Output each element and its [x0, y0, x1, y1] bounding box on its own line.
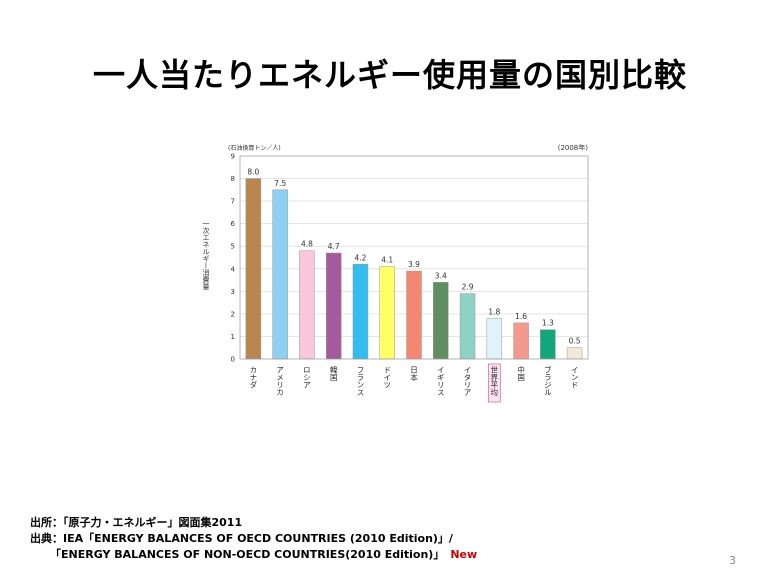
new-badge: New — [450, 548, 478, 561]
x-tick-label: ブラジル — [543, 365, 552, 396]
source-line-3-text: 「ENERGY BALANCES OF NON-OECD COUNTRIES(2… — [50, 548, 445, 561]
data-label: 4.8 — [301, 240, 313, 249]
data-label: 3.9 — [408, 260, 420, 269]
data-label: 4.2 — [354, 253, 366, 262]
x-tick-label: 日本 — [409, 366, 418, 383]
bar — [459, 293, 476, 360]
y-tick-label: 3 — [231, 288, 235, 296]
y-tick-label: 2 — [231, 310, 235, 318]
data-label: 4.7 — [328, 242, 340, 251]
y-tick-label: 1 — [231, 333, 235, 341]
x-tick-label: フランス — [356, 366, 365, 396]
year-label: (2008年) — [558, 143, 589, 152]
y-tick-label: 9 — [231, 153, 235, 161]
bar — [513, 322, 529, 360]
data-label: 7.5 — [274, 179, 286, 188]
bar — [299, 250, 315, 360]
unit-label: (石油換算トン／人) — [228, 144, 281, 152]
bar — [540, 329, 556, 360]
bar — [406, 270, 422, 360]
x-tick-label: ドイツ — [383, 366, 392, 389]
source-line-1: 出所：「原子力・エネルギー」図面集2011 — [30, 516, 243, 529]
x-tick-label: イギリス — [436, 366, 445, 396]
data-label: 1.8 — [488, 307, 500, 316]
y-tick-label: 7 — [231, 198, 235, 206]
bars-layer: 8.0 カナダ 7.5 アメリカ 4.8 ロシア 4.7 韓国 4.2 フランス 4.1 ドイツ 3.9… — [245, 168, 583, 403]
x-tick-label: イタリア — [463, 366, 472, 396]
bar — [272, 189, 288, 360]
x-tick-label: ロシア — [302, 366, 311, 389]
y-tick-label: 5 — [231, 243, 235, 251]
slide-title: 一人当たりエネルギー使用量の国別比較 — [92, 56, 687, 94]
plot-frame — [239, 155, 589, 360]
x-tick-label: 韓国 — [329, 365, 338, 383]
page-number: 3 — [729, 554, 736, 567]
bar — [566, 347, 583, 360]
y-axis-title: 一次エネルギー消費量 — [202, 220, 210, 290]
data-label: 2.9 — [462, 283, 474, 292]
data-label: 0.5 — [569, 337, 581, 346]
bar-chart: (石油換算トン／人) (2008年) 一次エネルギー消費量 0 1 2 3 4 5 6 7 8 9… — [202, 143, 589, 403]
source-line-3: 「ENERGY BALANCES OF NON-OECD COUNTRIES(2… — [50, 546, 477, 562]
bar — [486, 318, 503, 360]
x-tick-label: カナダ — [249, 366, 258, 389]
y-tick-label: 6 — [231, 220, 236, 228]
bar — [325, 252, 342, 360]
x-tick-label: アメリカ — [276, 366, 285, 397]
data-label: 3.4 — [435, 271, 447, 280]
bar — [352, 264, 369, 360]
highlight-box — [487, 363, 501, 403]
y-tick-label: 4 — [231, 265, 236, 273]
bar — [433, 282, 449, 360]
data-label: 1.6 — [515, 312, 527, 321]
y-tick-label: 8 — [231, 175, 235, 183]
y-tick-label: 0 — [231, 356, 235, 364]
x-tick-label: インド — [570, 366, 579, 389]
data-label: 1.3 — [542, 319, 554, 328]
bar — [379, 266, 395, 360]
data-label: 4.1 — [381, 256, 393, 265]
x-tick-label: 世界平均 — [490, 365, 499, 398]
bar — [245, 178, 262, 360]
x-tick-label: 中国 — [517, 365, 526, 383]
data-label: 8.0 — [247, 168, 259, 177]
source-line-2: 出典：IEA「ENERGY BALANCES OF OECD COUNTRIES… — [30, 532, 453, 545]
